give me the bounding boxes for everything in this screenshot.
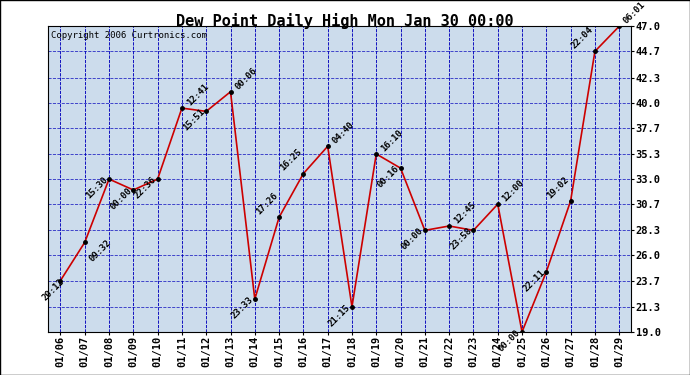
Text: 00:00: 00:00 [108, 186, 134, 211]
Text: Copyright 2006 Curtronics.com: Copyright 2006 Curtronics.com [51, 31, 207, 40]
Text: 09:32: 09:32 [88, 238, 113, 264]
Text: 22:04: 22:04 [570, 25, 595, 51]
Text: 23:58: 23:58 [448, 226, 474, 252]
Text: 21:15: 21:15 [327, 303, 353, 328]
Text: 16:25: 16:25 [278, 147, 304, 173]
Text: Dew Point Daily High Mon Jan 30 00:00: Dew Point Daily High Mon Jan 30 00:00 [176, 13, 514, 29]
Text: 15:30: 15:30 [84, 175, 110, 201]
Text: 12:45: 12:45 [452, 200, 477, 225]
Text: 00:06: 00:06 [233, 66, 259, 91]
Text: 12:41: 12:41 [185, 82, 210, 107]
Text: 16:10: 16:10 [379, 128, 404, 153]
Text: 22:36: 22:36 [132, 175, 158, 201]
Text: 23:33: 23:33 [230, 295, 255, 321]
Text: 00:00: 00:00 [400, 226, 425, 252]
Text: 15:51: 15:51 [181, 108, 206, 133]
Text: 20:12: 20:12 [41, 277, 66, 302]
Text: 17:26: 17:26 [254, 191, 279, 216]
Text: 22:11: 22:11 [522, 268, 546, 293]
Text: 12:00: 12:00 [500, 178, 526, 203]
Text: 00:00: 00:00 [497, 328, 522, 353]
Text: 06:01: 06:01 [622, 0, 647, 26]
Text: 04:40: 04:40 [331, 120, 356, 146]
Text: 19:02: 19:02 [546, 175, 571, 200]
Text: 00:16: 00:16 [375, 164, 401, 190]
